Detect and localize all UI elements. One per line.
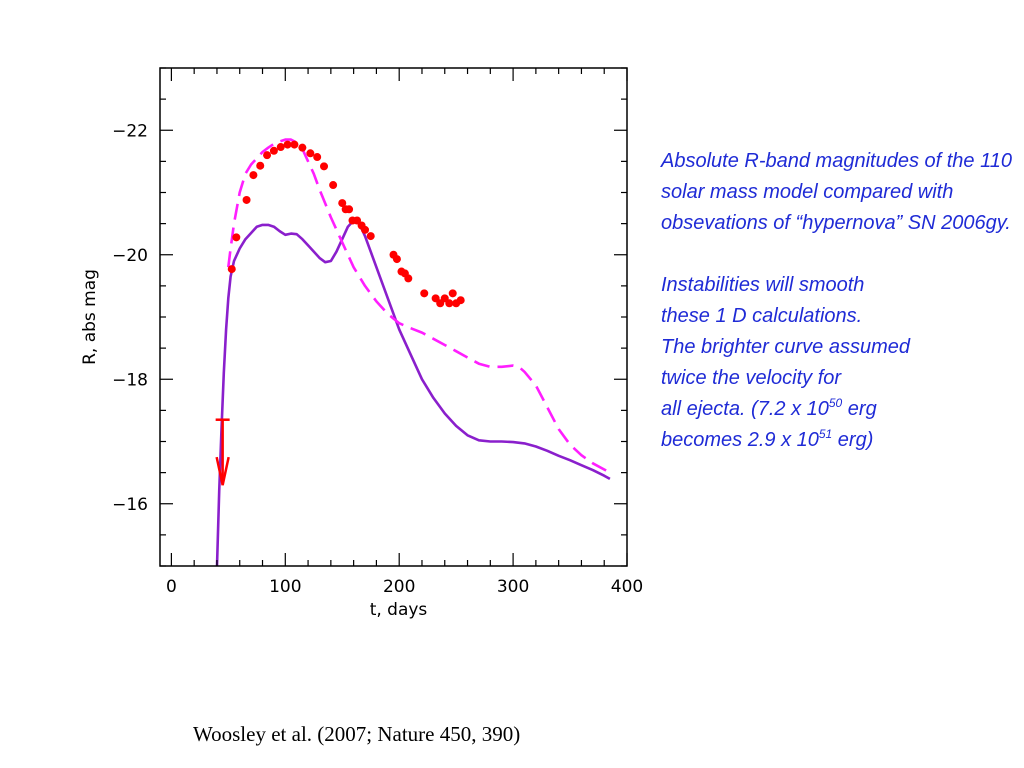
sn2006gy-observation-point — [298, 143, 307, 152]
sn2006gy-observation-point — [232, 233, 241, 242]
sn2006gy-observation-point — [269, 146, 278, 155]
sn2006gy-observation-point — [445, 299, 454, 308]
upper-limit-arrow — [215, 418, 230, 486]
sn2006gy-observation-point — [345, 205, 354, 214]
caption: Absolute R-band magnitudes of the 110 so… — [661, 146, 1021, 456]
sn2006gy-observation-point — [263, 151, 272, 160]
sn2006gy-observation-point — [456, 296, 465, 305]
sn2006gy-observation-point — [420, 289, 429, 298]
sn2006gy-observation-point — [227, 265, 236, 274]
caption-line-5: all ejecta. (7.2 x 1050 erg — [661, 396, 877, 420]
sn2006gy-observation-point — [361, 225, 370, 234]
caption-line-2: these 1 D calculations. — [661, 305, 863, 327]
x-tick-label: 100 — [269, 577, 301, 597]
y-tick-label: −20 — [112, 246, 148, 266]
caption-line-3: The brighter curve assumed — [661, 336, 911, 358]
y-tick-label: −22 — [112, 121, 148, 141]
x-tick-label: 200 — [383, 577, 415, 597]
sn2006gy-observation-point — [283, 140, 292, 149]
caption-line-4: twice the velocity for — [661, 367, 842, 389]
sn2006gy-observation-point — [366, 232, 375, 241]
sn2006gy-observation-point — [290, 140, 299, 149]
sn2006gy-observation-point — [313, 153, 322, 162]
sn2006gy-observation-point — [448, 289, 457, 298]
sn2006gy-observation-point — [338, 199, 347, 208]
x-axis-label: t, days — [370, 600, 428, 620]
x-tick-label: 400 — [611, 577, 643, 597]
sn2006gy-observation-point — [242, 195, 251, 204]
energy-exponent-50: 50 — [828, 396, 843, 410]
sn2006gy-observation-point — [320, 162, 329, 171]
y-axis-label: R, abs mag — [80, 269, 100, 365]
sn2006gy-observation-point — [404, 274, 413, 283]
sn2006gy-observation-point — [256, 161, 265, 170]
sn2006gy-observation-point — [276, 143, 285, 152]
y-tick-label: −16 — [112, 495, 148, 515]
sn2006gy-observation-point — [249, 171, 258, 180]
sn2006gy-observation-point — [329, 181, 338, 190]
model-curve-dashed — [227, 138, 611, 474]
sn2006gy-observation-point — [392, 255, 401, 264]
caption-line-1: Instabilities will smooth — [661, 274, 865, 296]
sn2006gy-observation-point — [306, 149, 315, 158]
model-curve-solid — [215, 219, 611, 566]
x-tick-label: 0 — [166, 577, 177, 597]
energy-exponent-51: 51 — [818, 427, 833, 441]
y-tick-label: −18 — [112, 370, 148, 390]
caption-paragraph-1: Absolute R-band magnitudes of the 110 so… — [661, 150, 1012, 234]
caption-line-6: becomes 2.9 x 1051 erg) — [661, 427, 874, 451]
citation: Woosley et al. (2007; Nature 450, 390) — [193, 722, 521, 746]
x-tick-label: 300 — [497, 577, 529, 597]
